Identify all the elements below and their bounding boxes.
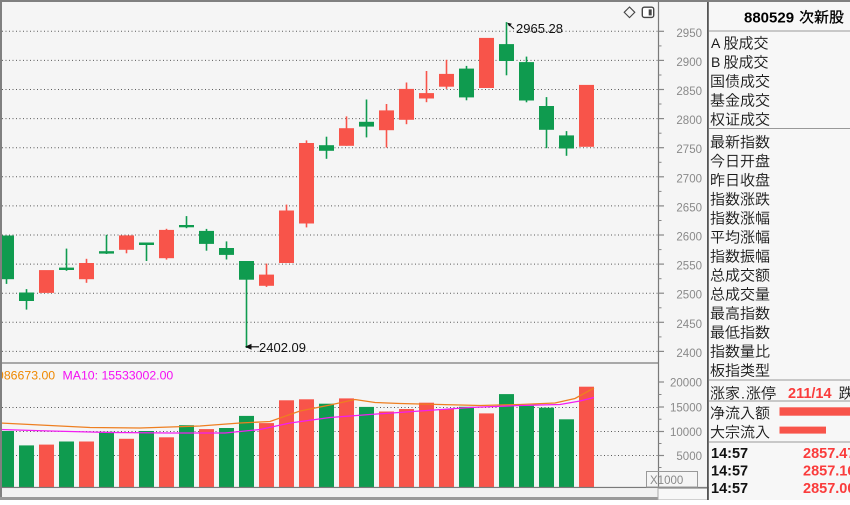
svg-text:2965.28: 2965.28 xyxy=(516,21,563,36)
svg-text:2857.47: 2857.47 xyxy=(803,446,850,462)
svg-text:2800: 2800 xyxy=(676,115,702,127)
svg-text:2650: 2650 xyxy=(676,202,702,214)
svg-text:986673.00: 986673.00 xyxy=(0,369,55,383)
svg-text:14:57: 14:57 xyxy=(711,481,748,497)
svg-text:2950: 2950 xyxy=(676,28,702,40)
svg-text:2900: 2900 xyxy=(676,57,702,69)
svg-text:5000: 5000 xyxy=(676,451,702,463)
svg-text:2857.00: 2857.00 xyxy=(803,481,850,497)
svg-text:B: B xyxy=(711,54,720,70)
svg-text:20000: 20000 xyxy=(670,378,702,390)
svg-text:10000: 10000 xyxy=(670,427,702,439)
svg-text:2450: 2450 xyxy=(676,319,702,331)
svg-text:2600: 2600 xyxy=(676,232,702,244)
svg-text:14:57: 14:57 xyxy=(711,446,748,462)
svg-text:211/14: 211/14 xyxy=(788,386,832,402)
svg-text:2500: 2500 xyxy=(676,290,702,302)
svg-text:2402.09: 2402.09 xyxy=(259,340,306,355)
svg-text:2850: 2850 xyxy=(676,86,702,98)
svg-text:A: A xyxy=(711,35,721,51)
svg-text:MA10: 15533002.00: MA10: 15533002.00 xyxy=(63,369,174,383)
svg-text:X1000: X1000 xyxy=(650,475,683,487)
svg-text:2550: 2550 xyxy=(676,261,702,273)
svg-text:880529: 880529 xyxy=(744,10,794,27)
svg-text:15000: 15000 xyxy=(670,403,702,415)
svg-text:2750: 2750 xyxy=(676,144,702,156)
svg-text:.: . xyxy=(741,386,745,402)
svg-text:14:57: 14:57 xyxy=(711,464,748,480)
svg-text:2857.16: 2857.16 xyxy=(803,464,850,480)
svg-text:2400: 2400 xyxy=(676,348,702,360)
svg-text:2700: 2700 xyxy=(676,173,702,185)
